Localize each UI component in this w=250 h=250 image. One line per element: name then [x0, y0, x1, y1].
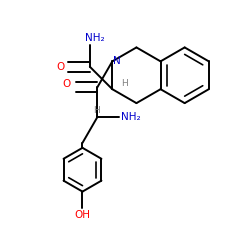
- Text: N: N: [114, 56, 121, 66]
- Text: H: H: [93, 106, 100, 114]
- Text: NH₂: NH₂: [122, 112, 141, 122]
- Text: OH: OH: [74, 210, 90, 220]
- Text: H: H: [121, 79, 128, 88]
- Text: NH₂: NH₂: [85, 33, 104, 43]
- Text: O: O: [62, 79, 71, 89]
- Text: O: O: [57, 62, 65, 72]
